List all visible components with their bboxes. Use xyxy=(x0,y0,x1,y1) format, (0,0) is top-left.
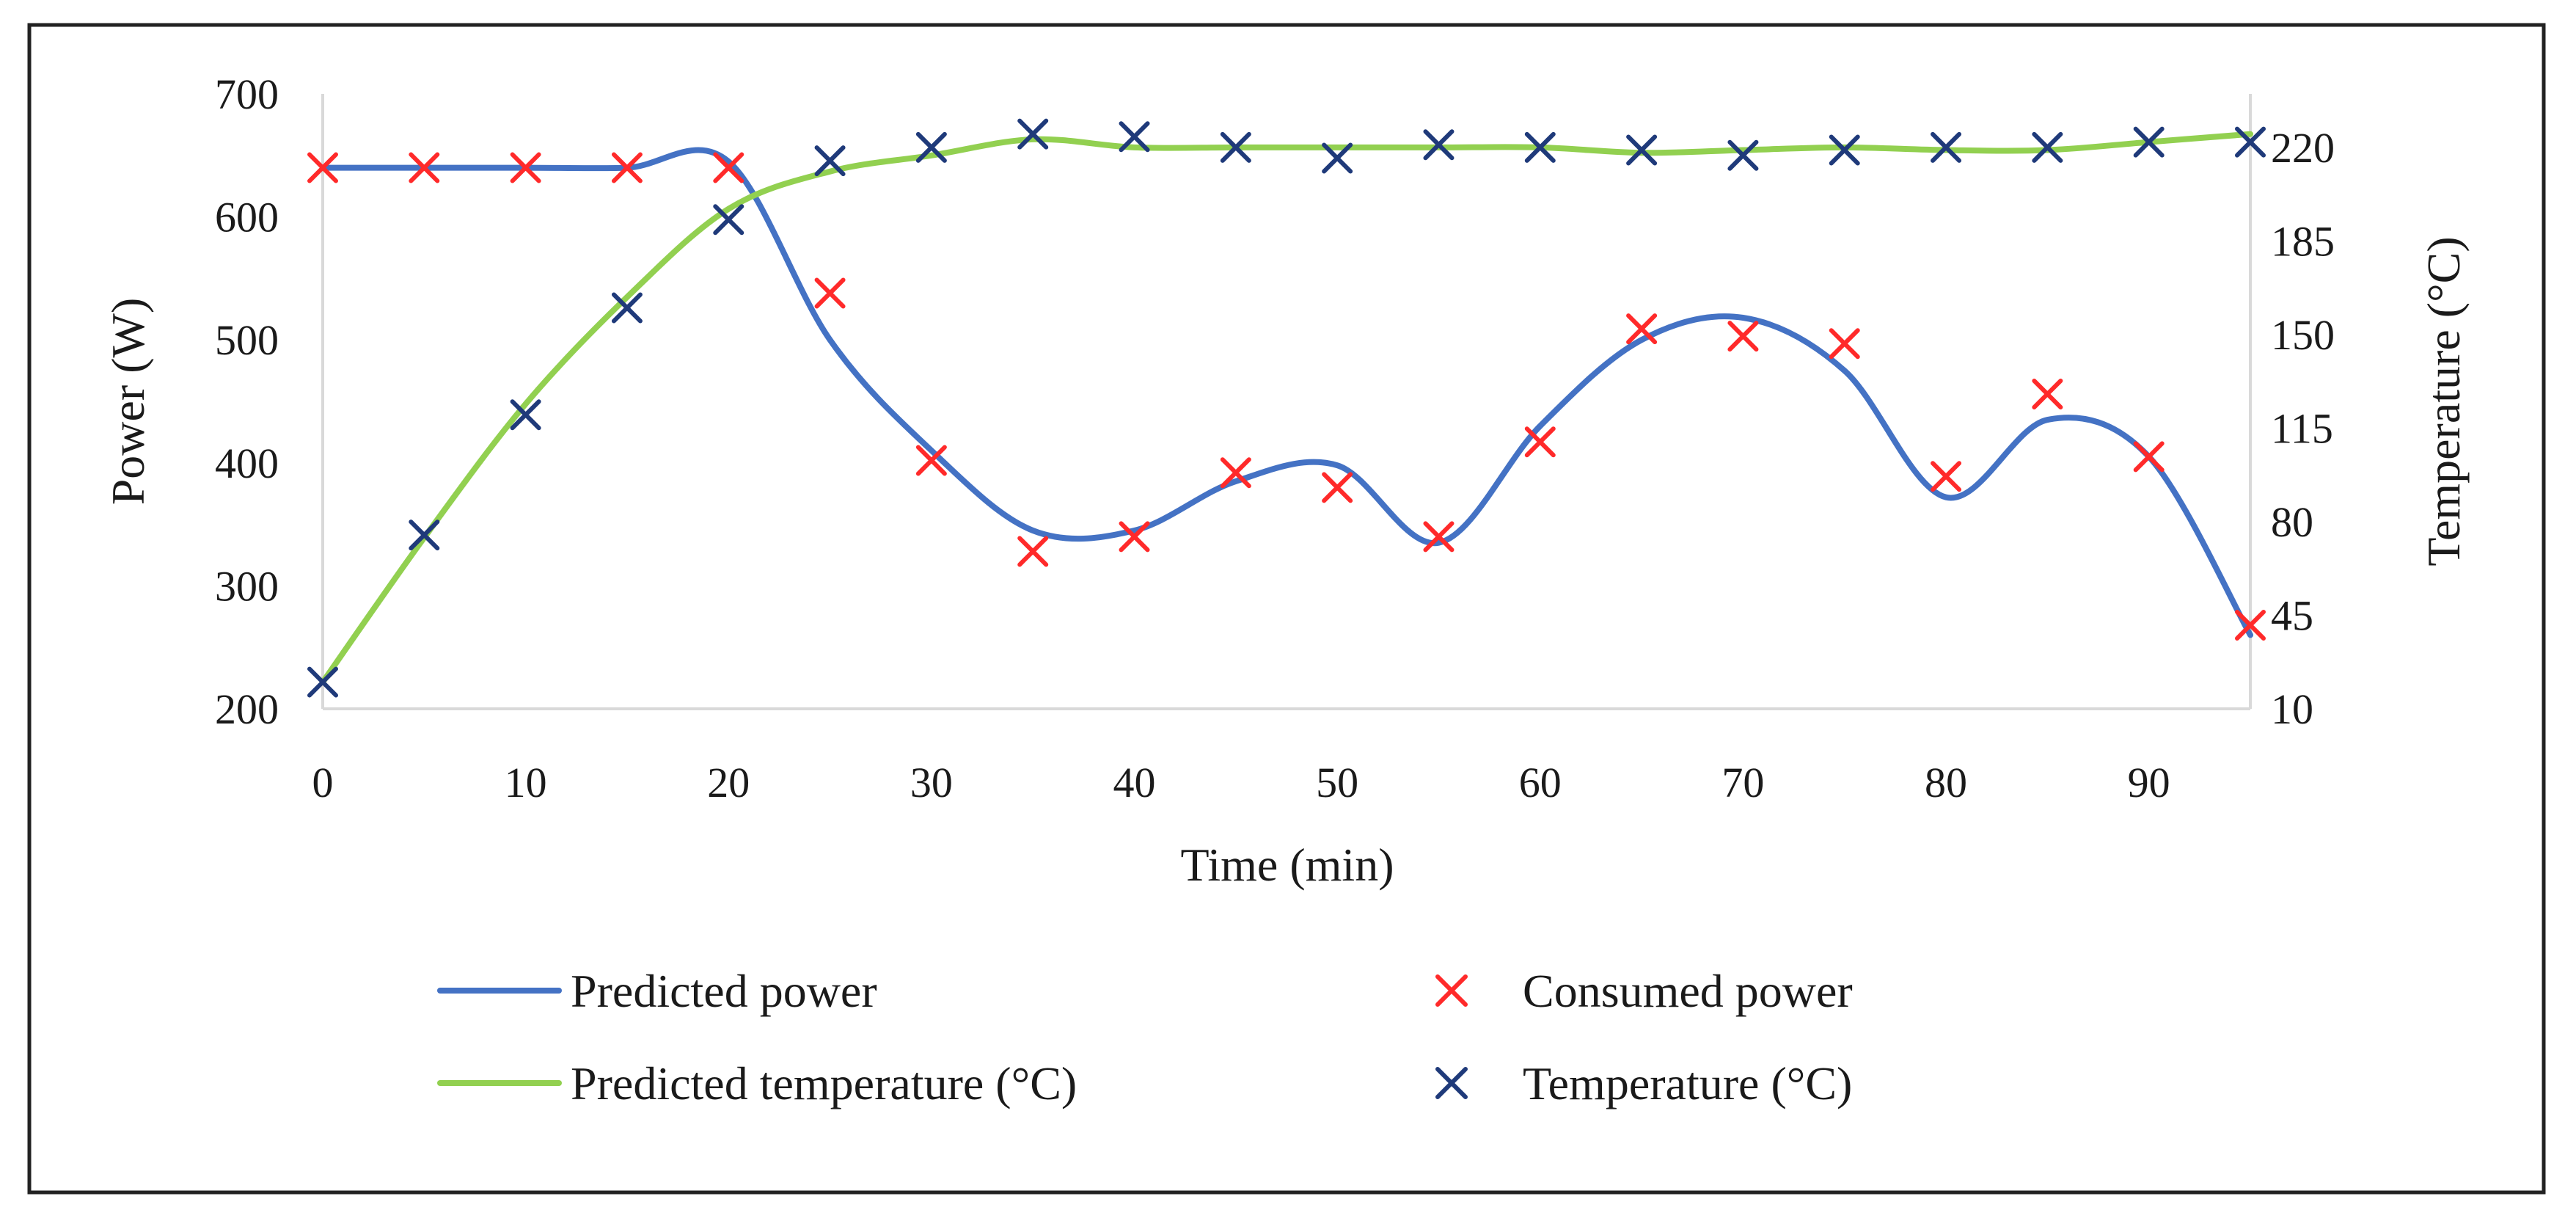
y-axis-right-title: Temperature (°C) xyxy=(2418,236,2470,566)
y-tick-label-right: 10 xyxy=(2271,685,2313,733)
data-point-temperature-c xyxy=(510,399,541,431)
x-tick-label: 90 xyxy=(2128,759,2170,806)
x-tick-label: 40 xyxy=(1113,759,1156,806)
data-point-consumed-power xyxy=(307,152,338,183)
data-point-temperature-c xyxy=(409,520,440,551)
data-point-temperature-c xyxy=(1626,134,1658,166)
data-point-temperature-c xyxy=(1119,121,1150,153)
series-line-predicted-power xyxy=(320,147,2253,638)
data-point-consumed-power xyxy=(1322,472,1353,503)
data-point-consumed-power xyxy=(1119,521,1150,553)
data-point-consumed-power xyxy=(1931,461,1962,492)
data-point-consumed-power xyxy=(1017,536,1049,567)
data-point-consumed-power xyxy=(1727,321,1759,352)
data-point-consumed-power xyxy=(510,152,541,183)
data-point-temperature-c xyxy=(1423,129,1455,161)
data-point-consumed-power xyxy=(1524,426,1556,458)
y-tick-label-left: 200 xyxy=(215,685,279,733)
y-tick-label-right: 45 xyxy=(2271,591,2313,639)
x-tick-label: 30 xyxy=(910,759,953,806)
legend: Predicted power Predicted temperature (°… xyxy=(437,965,1853,1109)
data-point-consumed-power xyxy=(611,152,643,183)
data-point-temperature-c xyxy=(2032,131,2063,163)
legend-marker-consumed-power xyxy=(1435,974,1468,1007)
chart-frame xyxy=(27,23,2546,1195)
data-point-temperature-c xyxy=(1829,134,1860,166)
y-tick-label-left: 600 xyxy=(215,194,279,241)
data-point-consumed-power xyxy=(2235,610,2266,641)
x-tick-label: 70 xyxy=(1721,759,1764,806)
data-point-temperature-c xyxy=(611,292,643,324)
x-axis-title: Time (min) xyxy=(1181,839,1394,891)
legend-label-temperature: Temperature (°C) xyxy=(1523,1057,1852,1109)
y-tick-label-right: 150 xyxy=(2271,311,2335,359)
data-point-consumed-power xyxy=(409,152,440,183)
x-tick-label: 50 xyxy=(1316,759,1358,806)
legend-marker-temperature xyxy=(1435,1067,1468,1099)
y-tick-label-left: 400 xyxy=(215,440,279,487)
data-point-consumed-power xyxy=(915,445,947,476)
y-axis-left-title: Power (W) xyxy=(102,298,154,506)
y-tick-label-right: 115 xyxy=(2271,404,2333,452)
data-point-consumed-power xyxy=(2133,441,2165,473)
data-point-consumed-power xyxy=(1626,313,1658,345)
x-tick-label: 10 xyxy=(505,759,547,806)
data-point-consumed-power xyxy=(814,277,846,309)
x-tick-label: 80 xyxy=(1925,759,1967,806)
data-point-temperature-c xyxy=(1017,118,1049,150)
y-tick-label-left: 300 xyxy=(215,562,279,610)
series-layer xyxy=(307,118,2266,698)
legend-label-predicted-power: Predicted power xyxy=(571,965,877,1017)
y-tick-label-right: 185 xyxy=(2271,217,2335,265)
data-point-consumed-power xyxy=(1829,328,1860,360)
data-point-temperature-c xyxy=(814,145,846,177)
data-point-temperature-c xyxy=(1524,131,1556,163)
legend-label-consumed-power: Consumed power xyxy=(1523,965,1853,1017)
data-point-consumed-power xyxy=(713,152,744,183)
x-tick-label: 60 xyxy=(1519,759,1562,806)
data-point-temperature-c xyxy=(2235,126,2266,158)
y-tick-label-right: 80 xyxy=(2271,498,2313,546)
x-tick-label: 20 xyxy=(707,759,750,806)
data-point-temperature-c xyxy=(1931,131,1962,163)
data-point-temperature-c xyxy=(1727,139,1759,171)
data-point-temperature-c xyxy=(2133,126,2165,158)
y-tick-label-left: 500 xyxy=(215,316,279,364)
data-point-temperature-c xyxy=(1220,131,1251,163)
data-point-temperature-c xyxy=(1322,142,1353,174)
data-point-temperature-c xyxy=(915,131,947,163)
data-point-temperature-c xyxy=(307,666,338,698)
data-point-consumed-power xyxy=(2032,378,2063,409)
data-point-consumed-power xyxy=(1423,521,1455,553)
legend-label-predicted-temperature: Predicted temperature (°C) xyxy=(571,1057,1077,1109)
data-point-temperature-c xyxy=(713,204,744,236)
y-tick-label-left: 700 xyxy=(215,70,279,118)
x-tick-label: 0 xyxy=(312,759,334,806)
tick-layer: 0 10 20 30 40 50 60 70 80 90 200 300 400 500 600 700 10 4… xyxy=(215,70,2335,806)
data-point-consumed-power xyxy=(1220,457,1251,489)
y-tick-label-right: 220 xyxy=(2271,124,2335,172)
